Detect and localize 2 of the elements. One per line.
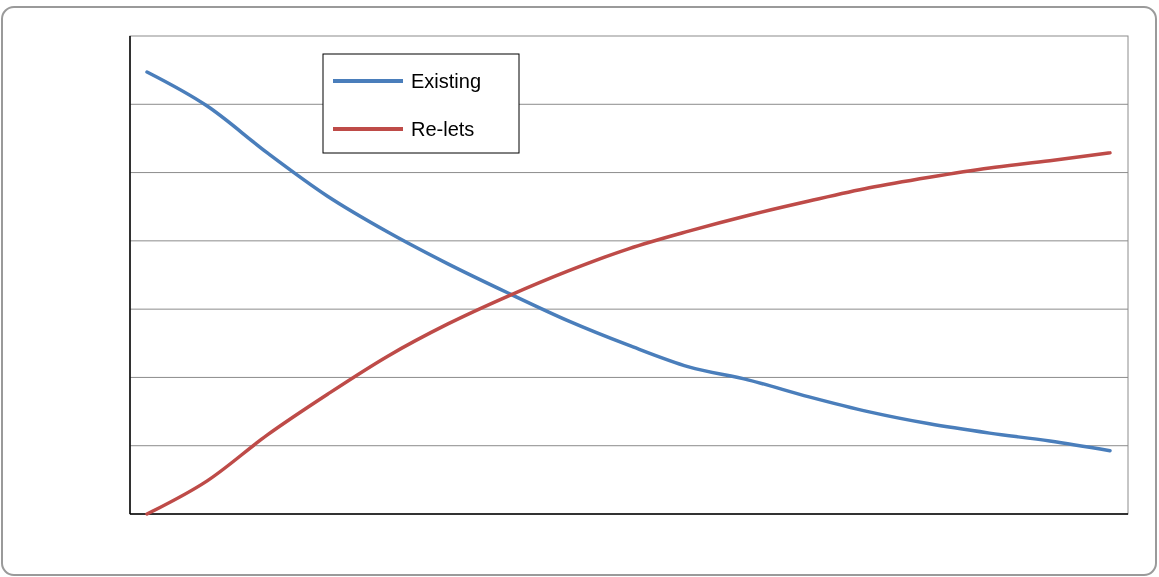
legend-label: Re-lets bbox=[411, 118, 475, 140]
legend-label: Existing bbox=[411, 70, 482, 92]
